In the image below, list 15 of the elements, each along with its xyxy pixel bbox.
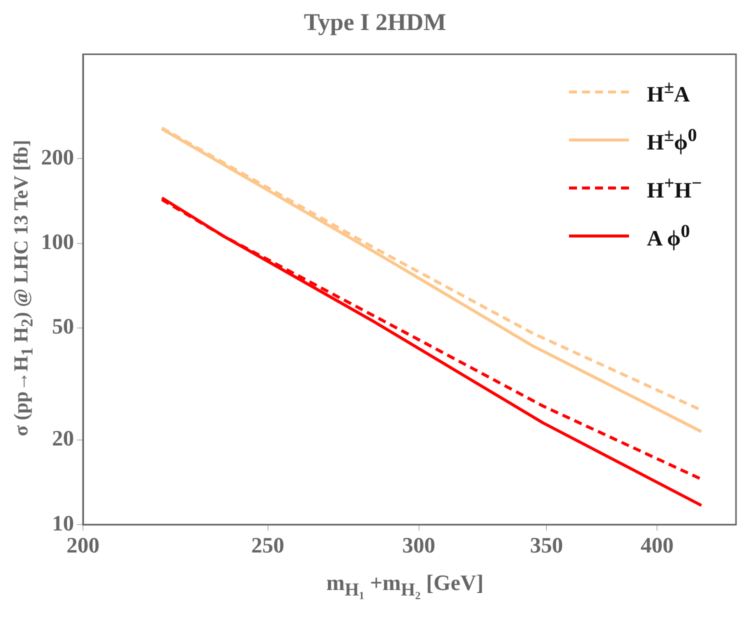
legend-label: H$^{±}$ϕ$^{0}$ bbox=[646, 124, 697, 156]
y-tick-label: 20 bbox=[52, 426, 74, 451]
x-axis-title: m$_{H₁}$ +m$_{H₂}$ [GeV] bbox=[326, 570, 484, 600]
y-tick-label: 10 bbox=[52, 510, 74, 536]
x-tick-label: 350 bbox=[530, 532, 563, 558]
x-tick-label: 400 bbox=[640, 532, 674, 558]
chart-title: Type I 2HDM bbox=[302, 9, 448, 38]
x-tick-label: 300 bbox=[402, 532, 436, 558]
y-tick-label: 50 bbox=[52, 314, 74, 339]
legend-label: H$^{±}$A bbox=[646, 76, 690, 108]
y-tick-label: 200 bbox=[41, 144, 74, 170]
y-tick-label: 100 bbox=[41, 228, 74, 254]
legend-label: H$^{+}$H$^{−}$ bbox=[646, 172, 702, 204]
x-tick-label: 250 bbox=[251, 532, 284, 558]
legend-label: A ϕ$^{0}$ bbox=[646, 220, 690, 252]
